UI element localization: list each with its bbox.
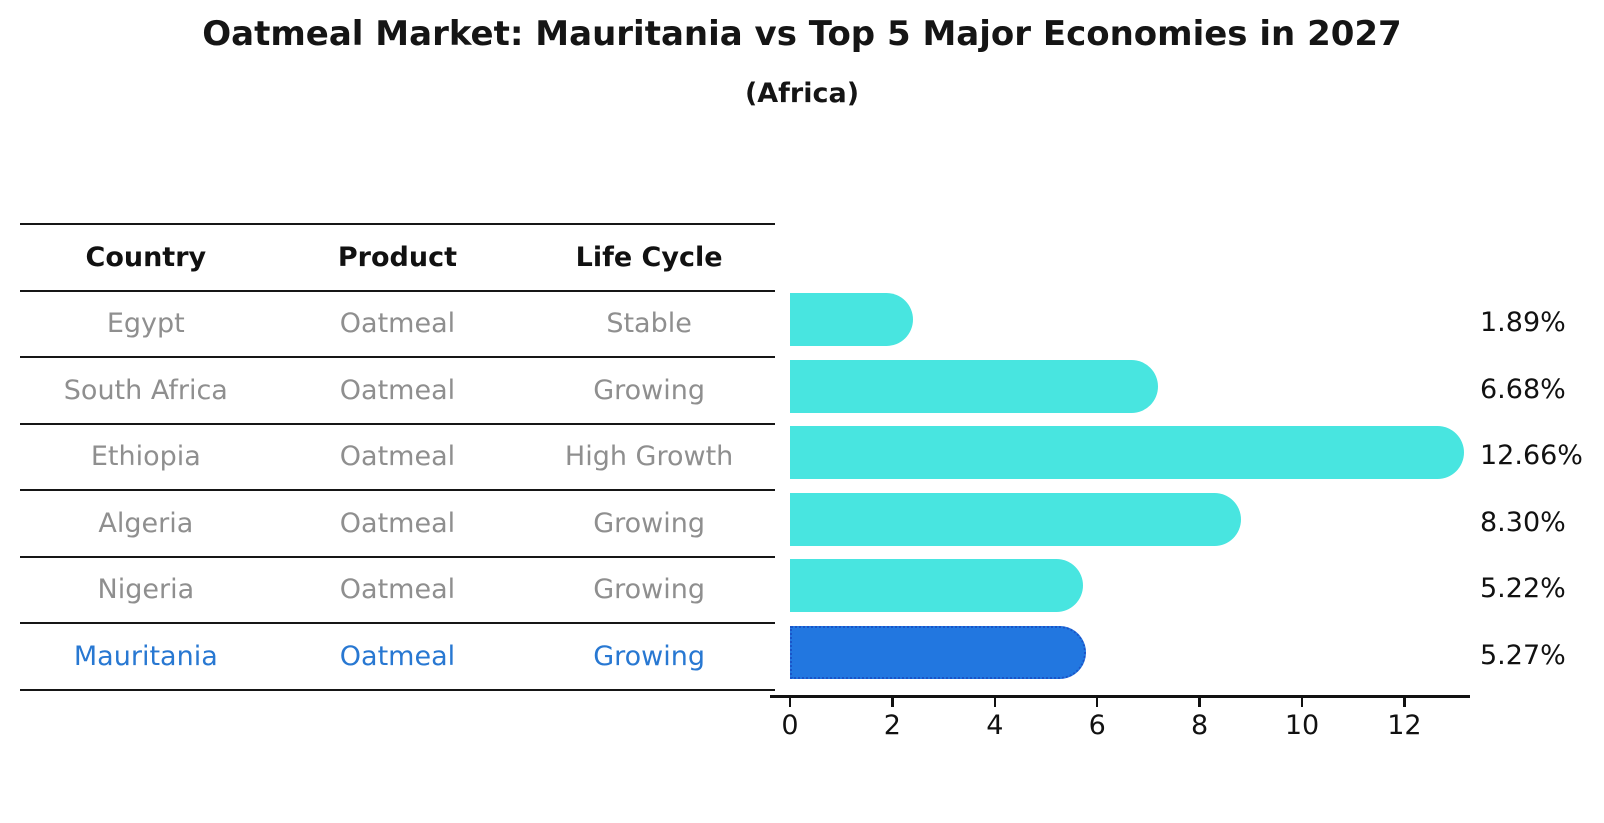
table-cell-country: Nigeria	[97, 574, 195, 606]
x-axis-tick-mark	[788, 698, 792, 707]
bar-highlight-mauritania	[790, 625, 1086, 679]
bar-egypt	[790, 293, 913, 346]
table-row: Egypt Oatmeal Stable	[20, 289, 775, 357]
country-table: Country Product Life Cycle Egypt Oatmeal S…	[20, 223, 775, 691]
bar-value-label: 5.27%	[1480, 639, 1566, 671]
x-axis-tick-mark	[1198, 698, 1201, 707]
page-title: Oatmeal Market: Mauritania vs Top 5 Majo…	[202, 14, 1402, 54]
table-cell-product: Oatmeal	[339, 574, 456, 606]
bar-ethiopia	[790, 426, 1465, 479]
bar-value-label: 12.66%	[1480, 440, 1583, 472]
x-axis-tick-label: 0	[781, 710, 799, 741]
x-axis-tick-label: 4	[986, 710, 1004, 741]
x-axis-tick-label: 8	[1191, 710, 1209, 741]
x-axis-tick-label: 6	[1088, 710, 1106, 741]
bar-nigeria	[790, 559, 1084, 612]
table-header-row: Country Product Life Cycle	[20, 223, 775, 290]
page-subtitle: (Africa)	[744, 78, 860, 109]
table-header-product: Product	[337, 241, 458, 273]
table-cell-life-cycle: Growing	[593, 574, 705, 606]
x-axis-tick-label: 10	[1284, 710, 1320, 741]
bar-value-label: 5.22%	[1480, 573, 1566, 605]
table-row: South Africa Oatmeal Growing	[20, 356, 775, 423]
bar-algeria	[790, 492, 1241, 546]
table-cell-country: Mauritania	[73, 640, 218, 672]
table-cell-product: Oatmeal	[339, 308, 456, 340]
x-axis-tick-mark	[1300, 698, 1304, 707]
table-header-country: Country	[85, 241, 207, 273]
table-row: Ethiopia Oatmeal High Growth	[20, 422, 775, 490]
table-cell-country: South Africa	[63, 374, 228, 406]
table-row: Nigeria Oatmeal Growing	[20, 555, 775, 623]
table-cell-product: Oatmeal	[339, 507, 456, 539]
bar-value-label: 6.68%	[1480, 373, 1566, 405]
table-cell-country: Egypt	[106, 308, 185, 340]
x-axis-tick-mark	[1403, 698, 1406, 707]
x-axis-tick-mark	[1095, 698, 1099, 707]
table-cell-product: Oatmeal	[339, 441, 456, 473]
x-axis-tick-label: 2	[883, 710, 901, 741]
x-axis-tick-mark	[993, 698, 997, 707]
table-cell-life-cycle: High Growth	[564, 441, 734, 473]
bar-value-label: 8.30%	[1480, 506, 1566, 538]
table-cell-life-cycle: Stable	[606, 308, 692, 340]
table-cell-country: Ethiopia	[90, 441, 201, 473]
table-cell-product: Oatmeal	[339, 374, 456, 406]
table-row: Algeria Oatmeal Growing	[20, 489, 775, 556]
x-axis-tick-label: 12	[1387, 710, 1422, 741]
table-cell-country: Algeria	[98, 507, 194, 539]
x-axis-line	[770, 695, 1470, 698]
x-axis-tick-mark	[891, 698, 894, 707]
bar-value-label: 1.89%	[1480, 307, 1566, 339]
table-header-lifecycle: Life Cycle	[575, 241, 723, 273]
bar-south-africa	[790, 359, 1159, 413]
table-cell-product: Oatmeal	[339, 640, 456, 672]
table-cell-life-cycle: Growing	[593, 374, 705, 406]
table-cell-life-cycle: Growing	[593, 640, 705, 672]
table-row: Mauritania Oatmeal Growing	[20, 622, 775, 691]
table-cell-life-cycle: Growing	[593, 507, 705, 539]
